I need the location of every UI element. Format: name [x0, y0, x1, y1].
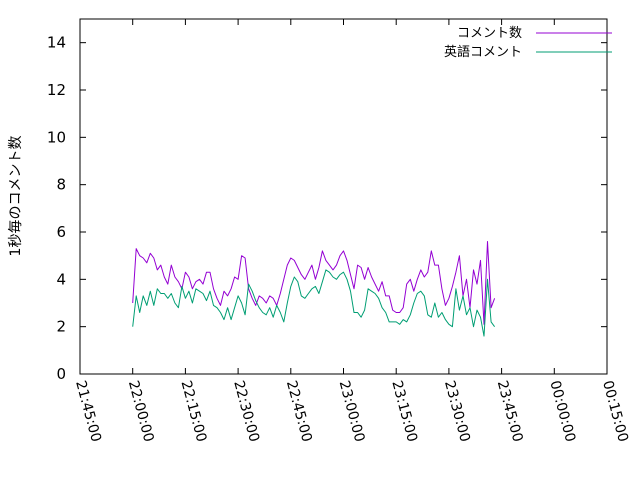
x-tick-label: 22:30:00	[230, 379, 262, 444]
x-tick-label: 23:00:00	[336, 379, 368, 444]
x-tick-label: 22:00:00	[125, 379, 157, 444]
x-tick-label: 23:15:00	[388, 379, 420, 444]
x-tick-label: 21:45:00	[72, 379, 104, 444]
legend-label-english-comments: 英語コメント	[444, 44, 522, 60]
x-tick-label: 22:15:00	[178, 379, 210, 444]
x-tick-label: 22:45:00	[283, 379, 315, 444]
y-tick-label: 8	[56, 176, 66, 194]
y-tick-label: 0	[56, 365, 66, 383]
legend: コメント数 英語コメント	[444, 26, 612, 60]
x-tick-label: 00:00:00	[546, 379, 578, 444]
y-axis: 0 2 4 6 8 10 12 14	[47, 34, 607, 383]
x-tick-label: 23:45:00	[494, 379, 526, 444]
y-tick-label: 12	[47, 81, 66, 99]
x-tick-label: 23:30:00	[441, 379, 473, 444]
series-line-comments	[132, 241, 496, 325]
y-tick-label: 14	[47, 34, 66, 52]
x-axis: 21:45:00 22:00:00 22:15:00 22:30:00 22:45:00…	[72, 19, 631, 444]
y-tick-label: 10	[47, 128, 66, 146]
series-layer	[132, 241, 496, 337]
y-tick-label: 6	[56, 223, 66, 241]
x-tick-label: 00:15:00	[599, 379, 631, 444]
plot-frame	[79, 18, 608, 375]
y-axis-label: 1秒毎のコメント数	[8, 136, 24, 257]
y-tick-label: 2	[56, 318, 66, 336]
y-tick-label: 4	[56, 270, 66, 288]
legend-label-comments: コメント数	[457, 26, 522, 41]
series-line-english-comments	[132, 269, 496, 337]
